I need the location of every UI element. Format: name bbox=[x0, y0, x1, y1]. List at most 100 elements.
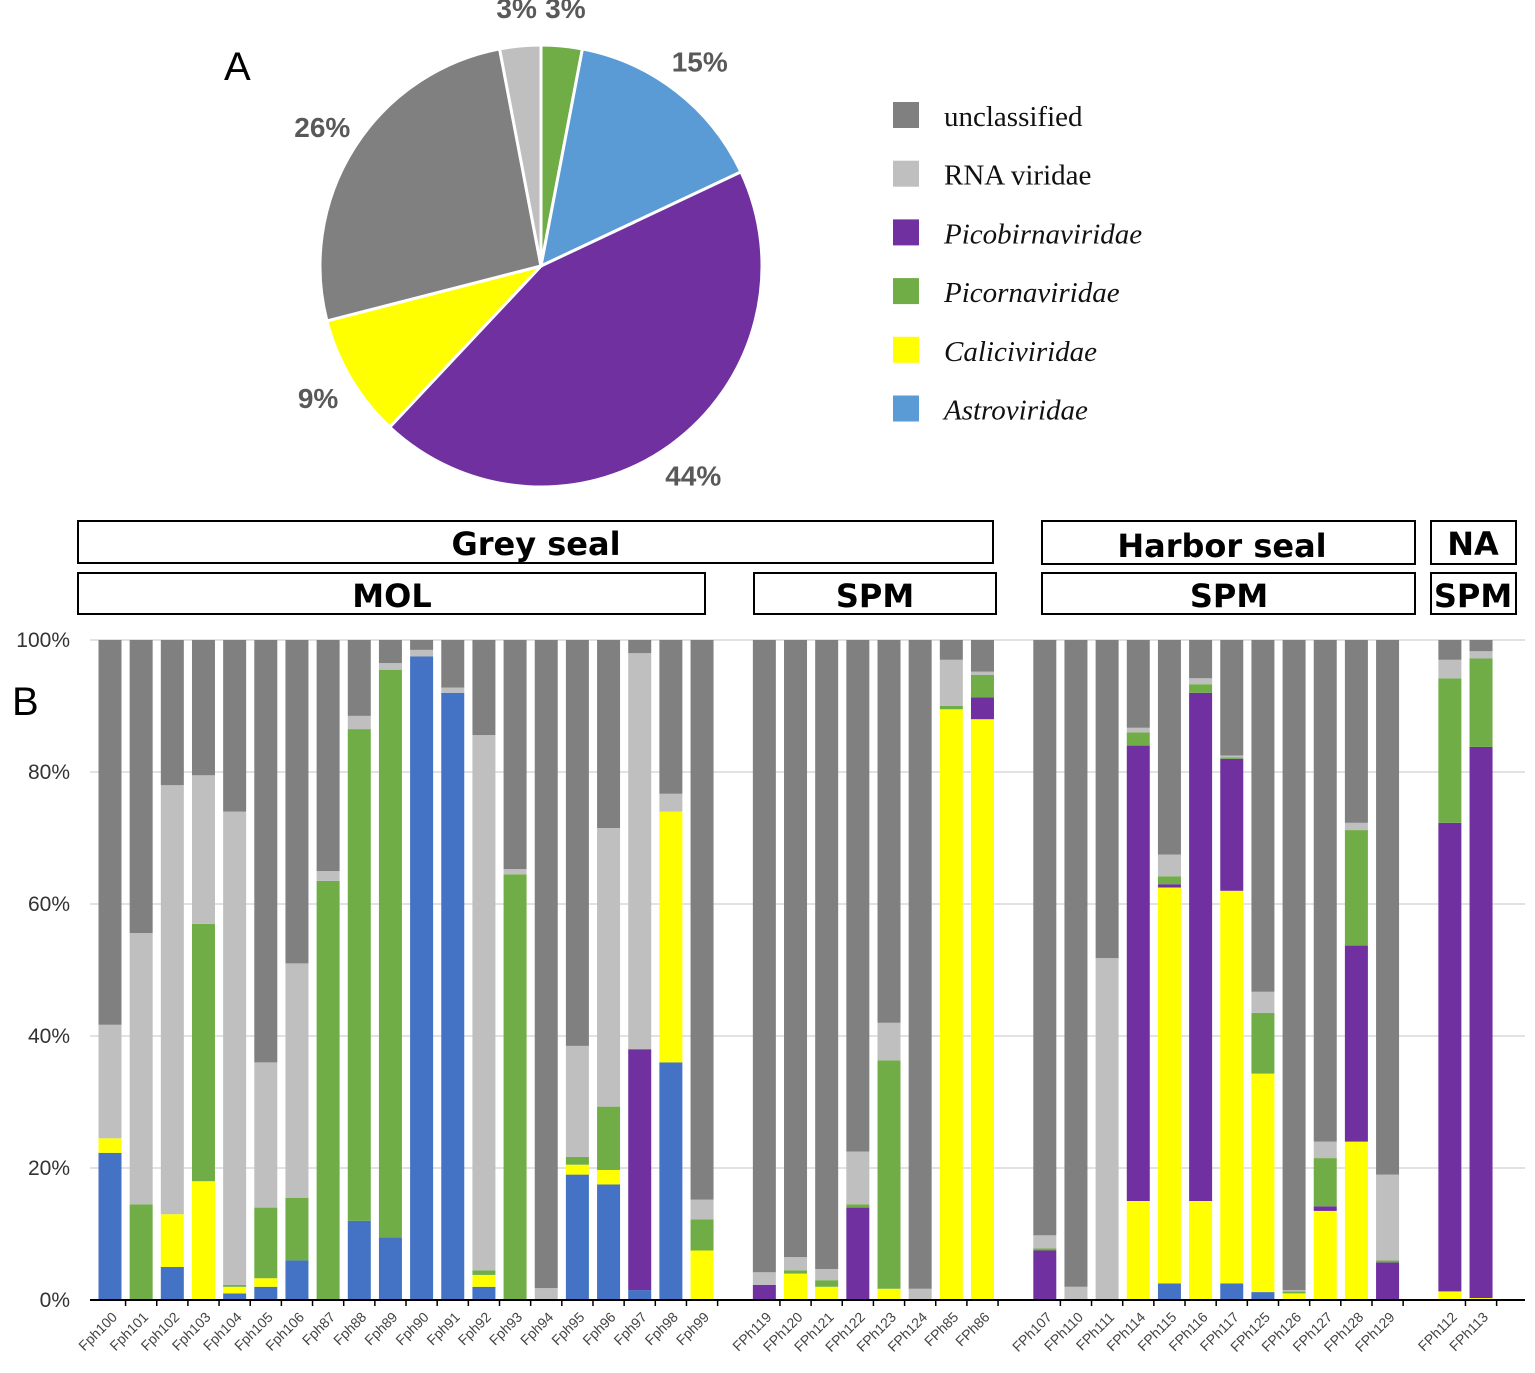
bar-segment-fph104-rna-viridae bbox=[223, 811, 247, 1285]
bar-segment-fph105-astroviridae bbox=[254, 1286, 278, 1300]
bar-segment-fph105-picornaviridae bbox=[254, 1207, 278, 1279]
bar-segment-fph92-astroviridae bbox=[472, 1286, 496, 1300]
bar-segment-fph116-rna-viridae bbox=[1189, 678, 1213, 685]
bar-segment-fph125-unclassified bbox=[1251, 640, 1275, 992]
bar-segment-fph103-unclassified bbox=[191, 640, 215, 776]
x-tick-label: Fph89 bbox=[361, 1309, 401, 1349]
bar-segment-fph97-unclassified bbox=[628, 640, 652, 654]
bar-segment-fph92-picornaviridae bbox=[472, 1270, 496, 1275]
header-grey-seal: Grey seal bbox=[451, 525, 620, 563]
bar-segment-fph102-astroviridae bbox=[160, 1267, 184, 1300]
pie-label: 3% bbox=[545, 0, 586, 24]
bar-segment-fph85-picornaviridae bbox=[939, 706, 963, 710]
bar-segment-fph129-picornaviridae bbox=[1376, 1260, 1400, 1263]
bar-segment-fph120-picornaviridae bbox=[784, 1270, 808, 1274]
panel-label-a: A bbox=[224, 45, 251, 89]
x-tick-label: Fph98 bbox=[642, 1309, 682, 1349]
pie-label: 44% bbox=[665, 461, 721, 492]
bar-segment-fph96-picornaviridae bbox=[597, 1106, 621, 1170]
bar-segment-fph116-caliciviridae bbox=[1189, 1201, 1213, 1300]
legend-label: Picobirnaviridae bbox=[943, 218, 1142, 250]
legend-swatch bbox=[893, 219, 919, 246]
pie-label: 26% bbox=[294, 112, 350, 143]
bar-segment-fph124-rna-viridae bbox=[908, 1288, 932, 1300]
bar-segment-fph116-picornaviridae bbox=[1189, 684, 1213, 693]
x-tick-label: Fph90 bbox=[392, 1309, 432, 1349]
legend: unclassified RNA viridae Picobirnaviridae P… bbox=[893, 101, 1142, 427]
bar-segment-fph86-rna-viridae bbox=[970, 671, 994, 675]
bar-segment-fph120-caliciviridae bbox=[784, 1273, 808, 1300]
header-harbor-seal: Harbor seal bbox=[1117, 527, 1326, 565]
x-tick-label: Fph96 bbox=[579, 1309, 619, 1349]
bar-segment-fph102-caliciviridae bbox=[160, 1214, 184, 1267]
bar-segment-fph110-unclassified bbox=[1064, 640, 1088, 1287]
bar-segment-fph112-picobirnaviridae bbox=[1438, 822, 1462, 1292]
bar-segment-fph100-astroviridae bbox=[98, 1152, 122, 1300]
bar-segment-fph101-rna-viridae bbox=[129, 933, 153, 1205]
legend-swatch bbox=[893, 102, 919, 128]
bar-segment-fph117-picornaviridae bbox=[1220, 757, 1244, 759]
bar-segment-fph112-unclassified bbox=[1438, 640, 1462, 660]
bar-segment-fph89-unclassified bbox=[378, 640, 402, 664]
bar-segment-fph101-unclassified bbox=[129, 640, 153, 934]
bar-segment-fph121-caliciviridae bbox=[815, 1286, 839, 1300]
bar-segment-fph89-astroviridae bbox=[378, 1237, 402, 1300]
bar-segment-fph126-picornaviridae bbox=[1282, 1291, 1306, 1294]
bar-segment-fph116-picobirnaviridae bbox=[1189, 692, 1213, 1201]
bar-segment-fph105-unclassified bbox=[254, 640, 278, 1063]
bar-segment-fph97-picobirnaviridae bbox=[628, 1049, 652, 1291]
bar-segment-fph97-astroviridae bbox=[628, 1290, 652, 1300]
bar-segment-fph100-caliciviridae bbox=[98, 1138, 122, 1153]
bar-segment-fph128-unclassified bbox=[1344, 640, 1368, 823]
bar-segment-fph111-rna-viridae bbox=[1095, 958, 1119, 1300]
bar-segment-fph121-picornaviridae bbox=[815, 1280, 839, 1287]
bar-segment-fph106-picornaviridae bbox=[285, 1197, 309, 1261]
bar-segment-fph115-rna-viridae bbox=[1157, 854, 1181, 877]
bar-segment-fph95-astroviridae bbox=[565, 1174, 589, 1300]
legend-swatch bbox=[893, 336, 919, 363]
header-box-spm-na bbox=[1430, 572, 1517, 615]
header-spm-harbor: SPM bbox=[1190, 577, 1268, 615]
bar-segment-fph90-astroviridae bbox=[410, 656, 434, 1300]
x-tick-label: Fph94 bbox=[517, 1309, 557, 1349]
bar-segment-fph88-unclassified bbox=[347, 640, 371, 716]
legend-swatch bbox=[893, 160, 919, 187]
bar-segment-fph120-rna-viridae bbox=[784, 1257, 808, 1271]
bar-segment-fph87-picornaviridae bbox=[316, 880, 340, 1300]
bar-segment-fph99-rna-viridae bbox=[690, 1199, 714, 1220]
pie-slice-picobirnaviridae bbox=[387, 169, 764, 489]
x-tick-label: Fph91 bbox=[423, 1309, 463, 1349]
x-tick-label: Fph87 bbox=[299, 1309, 339, 1349]
bar-segment-fph117-unclassified bbox=[1220, 640, 1244, 756]
bar-segment-fph98-rna-viridae bbox=[659, 793, 683, 812]
pie-slice-unclassified bbox=[318, 47, 543, 323]
bar-segment-fph98-astroviridae bbox=[659, 1062, 683, 1300]
pie-label: 3% bbox=[496, 0, 537, 24]
bar-segment-fph117-picobirnaviridae bbox=[1220, 758, 1244, 891]
bar-segment-fph127-rna-viridae bbox=[1313, 1141, 1337, 1159]
panel-label-b: B bbox=[12, 680, 39, 724]
header-box-spm-harbor bbox=[1041, 572, 1416, 615]
bar-segment-fph114-picornaviridae bbox=[1126, 732, 1150, 746]
bar-segment-fph93-rna-viridae bbox=[503, 869, 527, 875]
bar-segment-fph106-rna-viridae bbox=[285, 963, 309, 1198]
bar-segment-fph104-caliciviridae bbox=[223, 1286, 247, 1294]
bar-segment-fph127-caliciviridae bbox=[1313, 1210, 1337, 1300]
bar-segment-fph88-picornaviridae bbox=[347, 729, 371, 1221]
bar-segment-fph86-picobirnaviridae bbox=[970, 697, 994, 720]
legend-label: RNA viridae bbox=[944, 160, 1091, 192]
bar-segment-fph91-astroviridae bbox=[441, 692, 465, 1300]
y-tick-label: 100% bbox=[16, 629, 70, 652]
bar-segment-fph115-picobirnaviridae bbox=[1157, 884, 1181, 888]
bar-segment-fph107-picornaviridae bbox=[1033, 1248, 1057, 1251]
bar-segment-fph100-unclassified bbox=[98, 640, 122, 1025]
legend-label: Caliciviridae bbox=[944, 336, 1097, 368]
bar-segment-fph103-picornaviridae bbox=[191, 923, 215, 1182]
bar-segment-fph105-caliciviridae bbox=[254, 1278, 278, 1287]
bar-segment-fph85-caliciviridae bbox=[939, 709, 963, 1300]
bar-segment-fph125-astroviridae bbox=[1251, 1292, 1275, 1300]
bar-segment-fph121-rna-viridae bbox=[815, 1268, 839, 1281]
bar-segment-fph87-unclassified bbox=[316, 640, 340, 871]
bar-segment-fph112-picornaviridae bbox=[1438, 678, 1462, 823]
